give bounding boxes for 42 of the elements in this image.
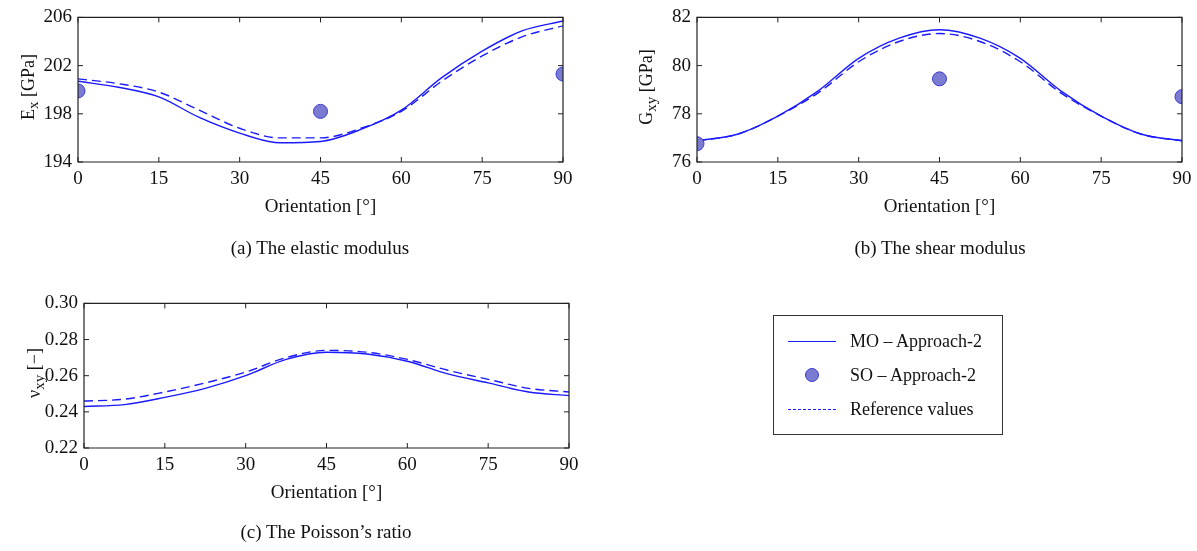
x-tick-label: 15 — [768, 167, 788, 189]
x-tick-label: 45 — [930, 167, 949, 189]
x-tick-label: 90 — [1172, 167, 1192, 189]
y-tick-label: 194 — [43, 149, 73, 171]
y-tick-label: 76 — [672, 149, 691, 171]
x-tick-label: 60 — [391, 167, 411, 189]
x-tick-label: 0 — [692, 167, 702, 189]
x-tick-label: 60 — [397, 453, 417, 475]
text: (a) The elastic modulus — [230, 237, 410, 259]
x-tick-label: 90 — [559, 453, 579, 475]
x-tick-label: 45 — [317, 453, 336, 475]
x-tick-label: 90 — [553, 167, 573, 189]
legend-label: MO – Approach-2 — [850, 330, 982, 352]
y-tick-label: 82 — [672, 5, 691, 27]
x-axis-title: Orientation [°] — [270, 481, 383, 503]
legend-label: Reference values — [850, 398, 974, 420]
y-tick-label: 0.30 — [44, 291, 78, 313]
y-tick-label: 206 — [43, 5, 72, 27]
text: (c) The Poisson’s ratio — [240, 521, 412, 543]
text: (b) The shear modulus — [854, 237, 1026, 259]
x-tick-label: 0 — [73, 167, 83, 189]
x-tick-label: 75 — [478, 453, 498, 475]
y-tick-label: 198 — [43, 101, 72, 123]
x-tick-label: 75 — [472, 167, 492, 189]
x-tick-label: 0 — [79, 453, 89, 475]
x-tick-label: 45 — [311, 167, 330, 189]
legend-label: SO – Approach-2 — [850, 364, 976, 386]
y-tick-label: 202 — [43, 53, 72, 75]
y-tick-label: 80 — [672, 53, 691, 75]
x-tick-label: 30 — [230, 167, 250, 189]
y-tick-label: 0.22 — [44, 435, 78, 457]
x-tick-label: 15 — [149, 167, 169, 189]
y-tick-label: 78 — [672, 101, 691, 123]
y-tick-label: 0.28 — [44, 327, 78, 349]
x-axis-title: Orientation [°] — [264, 195, 377, 217]
y-tick-label: 0.24 — [44, 399, 79, 421]
x-tick-label: 15 — [155, 453, 175, 475]
x-tick-label: 60 — [1010, 167, 1030, 189]
x-tick-label: 30 — [236, 453, 256, 475]
x-tick-label: 75 — [1091, 167, 1111, 189]
x-tick-label: 30 — [849, 167, 869, 189]
x-axis-title: Orientation [°] — [883, 195, 996, 217]
